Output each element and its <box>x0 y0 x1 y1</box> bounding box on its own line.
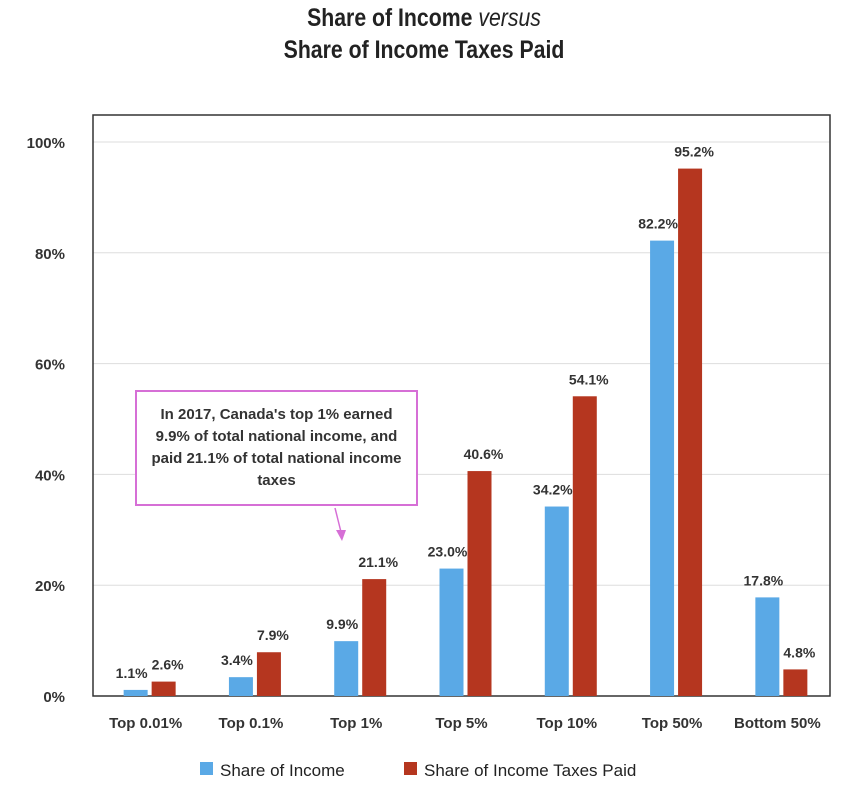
bar <box>256 652 281 696</box>
bar <box>123 689 148 696</box>
bar <box>544 506 569 696</box>
annotation-arrowhead <box>336 530 346 541</box>
annotation-arrow <box>334 507 342 533</box>
data-label: 23.0% <box>428 544 468 560</box>
data-label: 54.1% <box>569 371 609 387</box>
x-tick-label: Top 0.1% <box>219 715 284 732</box>
bar <box>783 669 808 696</box>
bar <box>334 641 359 696</box>
legend-swatch <box>404 762 417 775</box>
data-label: 9.9% <box>326 616 358 632</box>
bar <box>228 677 253 696</box>
bar <box>650 240 675 696</box>
x-tick-label: Top 0.01% <box>109 715 182 732</box>
bar <box>467 471 492 696</box>
data-label: 4.8% <box>783 644 815 660</box>
annotation-box: In 2017, Canada's top 1% earned 9.9% of … <box>135 390 418 506</box>
data-label: 95.2% <box>674 144 714 160</box>
bar <box>151 681 176 696</box>
data-label: 2.6% <box>152 657 184 673</box>
bar <box>678 168 703 697</box>
x-tick-label: Top 50% <box>642 715 703 732</box>
bar <box>572 396 597 696</box>
y-tick-label: 20% <box>35 578 65 595</box>
y-tick-label: 100% <box>27 135 65 152</box>
x-tick-label: Top 1% <box>330 715 382 732</box>
data-label: 17.8% <box>744 572 784 588</box>
data-label: 21.1% <box>358 554 398 570</box>
data-label: 34.2% <box>533 482 573 498</box>
legend-swatch <box>200 762 213 775</box>
bar <box>362 579 387 696</box>
legend-label: Share of Income Taxes Paid <box>424 761 636 780</box>
y-tick-label: 60% <box>35 357 65 374</box>
chart-title-line2: Share of Income Taxes Paid <box>283 36 565 64</box>
data-label: 40.6% <box>464 446 504 462</box>
chart-title-line1: Share of Income versus <box>307 4 541 32</box>
data-label: 82.2% <box>638 216 678 232</box>
y-tick-label: 80% <box>35 246 65 263</box>
y-tick-label: 40% <box>35 467 65 484</box>
legend-label: Share of Income <box>220 761 345 780</box>
data-label: 1.1% <box>116 665 148 681</box>
bar <box>439 568 464 696</box>
x-tick-label: Top 5% <box>435 715 487 732</box>
bar <box>755 597 780 696</box>
x-tick-label: Top 10% <box>536 715 597 732</box>
data-label: 7.9% <box>257 627 289 643</box>
x-tick-label: Bottom 50% <box>734 715 821 732</box>
y-tick-label: 0% <box>43 689 65 706</box>
data-label: 3.4% <box>221 652 253 668</box>
